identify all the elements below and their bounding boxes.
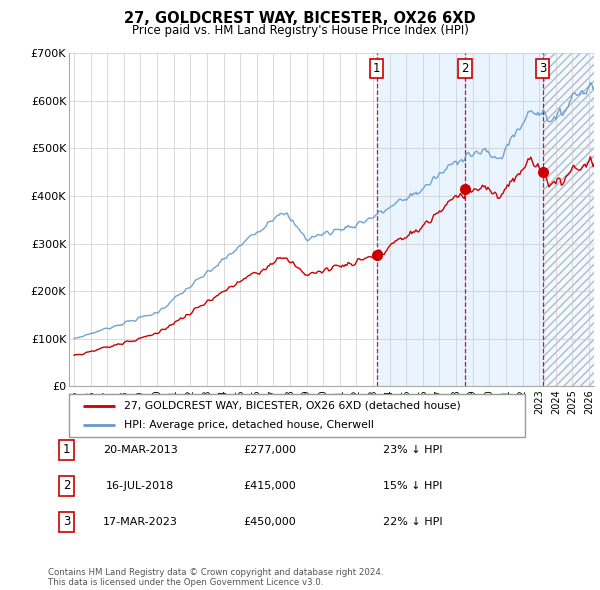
Text: 1: 1: [63, 443, 70, 456]
Text: HPI: Average price, detached house, Cherwell: HPI: Average price, detached house, Cher…: [124, 420, 374, 430]
Text: 27, GOLDCREST WAY, BICESTER, OX26 6XD: 27, GOLDCREST WAY, BICESTER, OX26 6XD: [124, 11, 476, 25]
Bar: [542, 53, 594, 386]
Text: 22% ↓ HPI: 22% ↓ HPI: [383, 517, 442, 527]
Text: 15% ↓ HPI: 15% ↓ HPI: [383, 481, 442, 491]
Bar: [542, 53, 594, 386]
Text: 16-JUL-2018: 16-JUL-2018: [106, 481, 175, 491]
Text: 23% ↓ HPI: 23% ↓ HPI: [383, 445, 442, 455]
Text: 2: 2: [63, 479, 70, 492]
Bar: [465, 53, 542, 386]
Text: 3: 3: [539, 61, 547, 74]
Text: 2: 2: [461, 61, 469, 74]
Text: 27, GOLDCREST WAY, BICESTER, OX26 6XD (detached house): 27, GOLDCREST WAY, BICESTER, OX26 6XD (d…: [124, 401, 460, 411]
Text: 3: 3: [63, 515, 70, 528]
Text: 20-MAR-2013: 20-MAR-2013: [103, 445, 178, 455]
Text: 17-MAR-2023: 17-MAR-2023: [103, 517, 178, 527]
Bar: [377, 53, 465, 386]
Text: £277,000: £277,000: [243, 445, 296, 455]
Text: Price paid vs. HM Land Registry's House Price Index (HPI): Price paid vs. HM Land Registry's House …: [131, 24, 469, 37]
Text: Contains HM Land Registry data © Crown copyright and database right 2024.
This d: Contains HM Land Registry data © Crown c…: [48, 568, 383, 587]
Text: £450,000: £450,000: [244, 517, 296, 527]
Text: £415,000: £415,000: [244, 481, 296, 491]
Text: 1: 1: [373, 61, 380, 74]
